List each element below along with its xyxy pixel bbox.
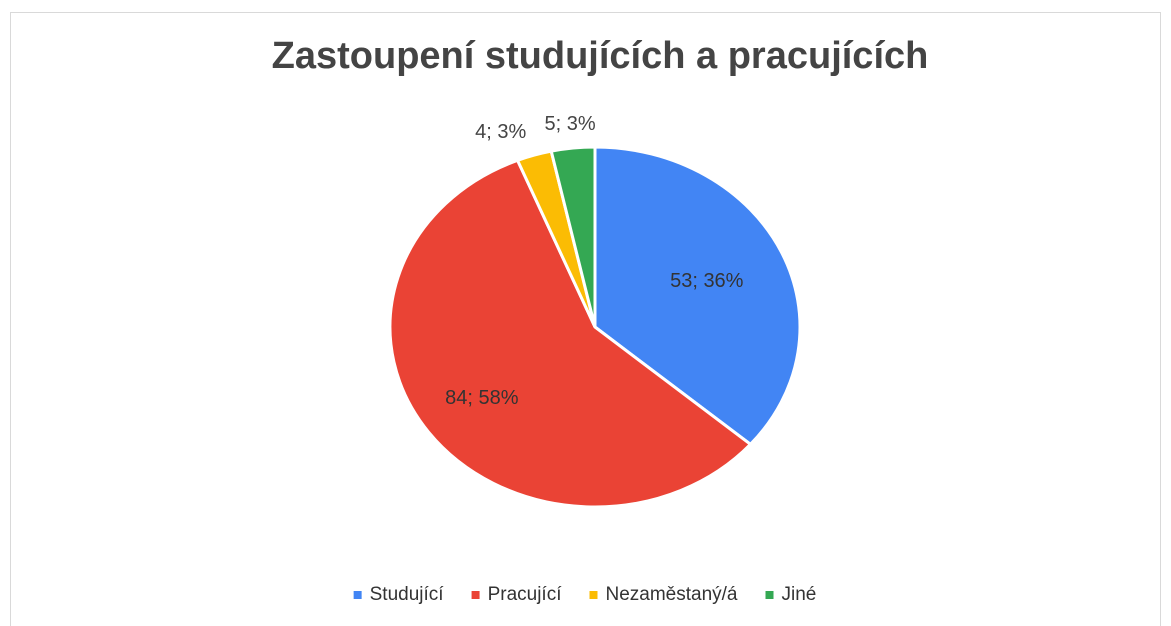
legend-marker [353,591,362,599]
legend-label: Studující [370,584,445,605]
pie-slice [388,158,753,509]
legend-label: Pracující [488,584,563,605]
pie-slice [549,145,597,328]
legend-marker [589,591,598,599]
pie-slice [593,145,802,447]
legend-label: Nezaměstaný/á [605,584,737,605]
chart-title: Zastoupení studujících a pracujících [272,35,929,77]
legend-label: Jiné [782,584,817,605]
legend-marker [471,591,480,599]
data-label: 53; 36% [670,270,744,292]
data-label: 4; 3% [475,121,526,143]
data-label: 84; 58% [445,387,519,409]
data-label: 5; 3% [545,113,596,135]
legend-marker [765,591,774,599]
